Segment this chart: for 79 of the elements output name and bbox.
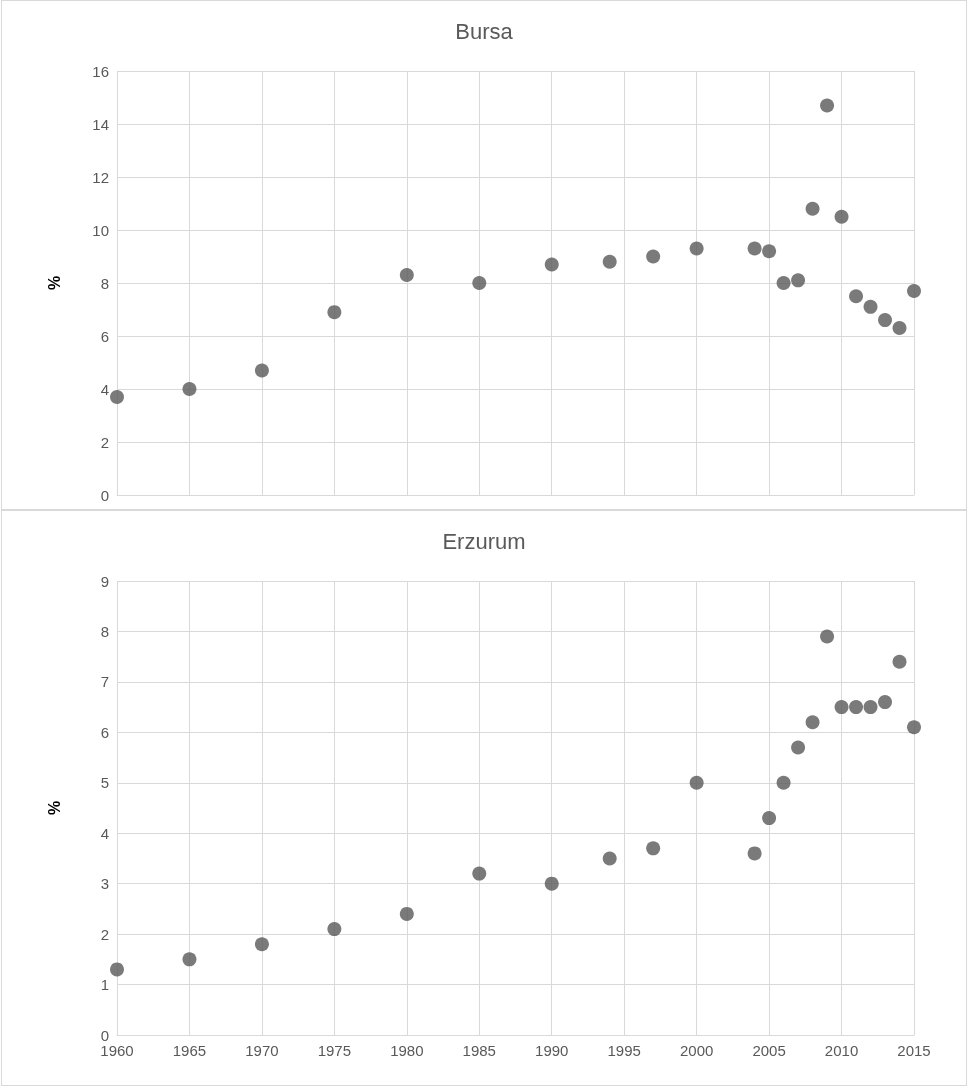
y-tick-label: 8 (100, 274, 109, 292)
chart-title: Erzurum (442, 528, 526, 554)
point (907, 720, 921, 735)
y-tick-label: 0 (100, 1026, 109, 1044)
y-tick-label: 10 (92, 221, 109, 239)
y-tick-label: 6 (100, 723, 109, 741)
point (602, 254, 617, 269)
point (849, 289, 864, 304)
y-tick-label: 4 (100, 380, 109, 398)
y-tick-label: 1 (100, 976, 109, 994)
y-tick-label: 14 (92, 115, 109, 133)
point (791, 273, 806, 288)
x-tick-label: 2000 (679, 1042, 714, 1059)
x-tick-label: 2005 (752, 1042, 786, 1059)
y-tick-label: 9 (100, 572, 109, 590)
point (892, 321, 907, 336)
y-tick-label: 4 (100, 824, 109, 842)
point (689, 241, 704, 256)
point (544, 257, 559, 272)
point (776, 775, 791, 790)
y-tick-label: 7 (100, 673, 109, 691)
y-tick-label: 16 (92, 62, 109, 80)
x-tick-label: 1960 (100, 1042, 134, 1059)
point (646, 249, 661, 264)
point (834, 209, 849, 224)
point (805, 201, 820, 216)
chart-title: Bursa (455, 18, 514, 44)
y-axis-title: % (45, 275, 63, 291)
x-tick-label: 1975 (317, 1042, 352, 1059)
point (399, 906, 414, 921)
point (863, 700, 878, 715)
point (399, 268, 414, 283)
y-tick-label: 5 (100, 774, 109, 792)
point (182, 952, 197, 967)
point (689, 775, 704, 790)
y-tick-label: 2 (100, 925, 109, 943)
point (747, 241, 762, 256)
point (820, 98, 835, 113)
y-tick-label: 6 (100, 327, 109, 345)
point (602, 851, 617, 866)
point (472, 866, 487, 881)
point (646, 841, 661, 856)
point (182, 382, 197, 396)
y-tick-label: 2 (100, 433, 109, 451)
x-tick-label: 1970 (245, 1042, 279, 1059)
y-tick-label: 12 (92, 168, 109, 186)
point (878, 695, 893, 710)
point (820, 629, 835, 644)
point (834, 700, 849, 715)
x-tick-label: 1980 (390, 1042, 424, 1059)
point (110, 389, 124, 404)
point (544, 876, 559, 891)
point (327, 922, 342, 937)
x-tick-label: 2010 (824, 1042, 859, 1059)
point (747, 846, 762, 861)
point (762, 244, 777, 259)
x-tick-label: 1995 (607, 1042, 641, 1059)
point (791, 740, 806, 755)
x-tick-label: 2015 (897, 1042, 931, 1059)
x-tick-label: 1965 (172, 1042, 207, 1059)
point (878, 313, 893, 328)
point (327, 305, 342, 320)
y-axis-title: % (45, 800, 63, 816)
point (762, 811, 777, 826)
point (805, 715, 820, 730)
point (254, 363, 269, 378)
x-tick-label: 1985 (462, 1042, 496, 1059)
point (110, 962, 124, 977)
y-tick-label: 3 (100, 875, 109, 893)
point (254, 937, 269, 952)
point (776, 276, 791, 290)
y-tick-label: 8 (100, 622, 109, 640)
point (472, 276, 487, 290)
point (863, 299, 878, 314)
point (907, 283, 921, 298)
point (892, 654, 907, 669)
x-tick-label: 1990 (535, 1042, 569, 1059)
point (849, 700, 864, 715)
y-tick-label: 0 (100, 486, 109, 504)
